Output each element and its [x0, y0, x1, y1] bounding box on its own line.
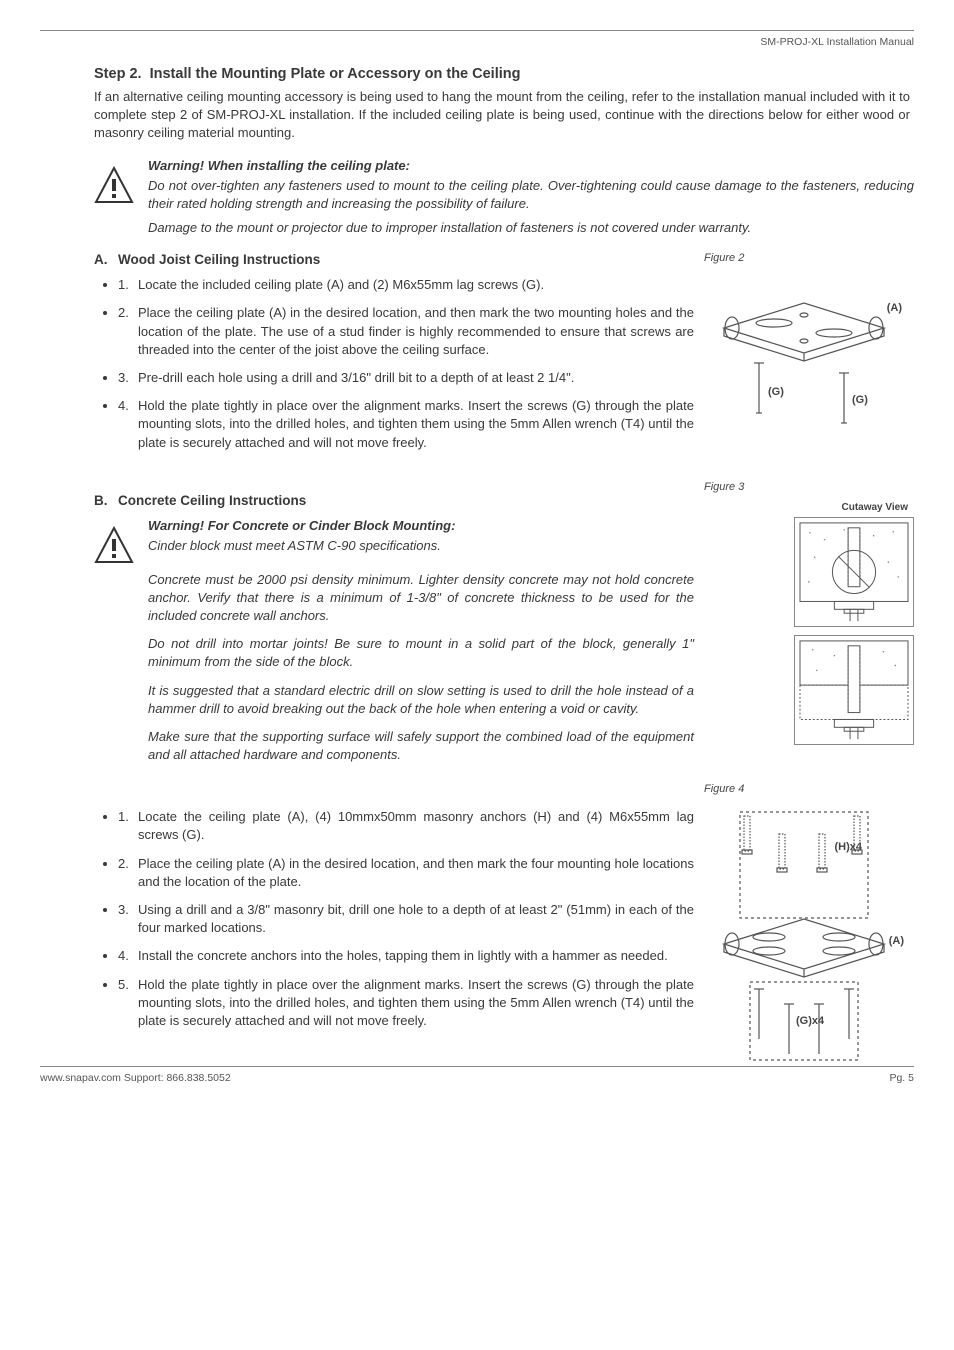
- step-text: Using a drill and a 3/8" masonry bit, dr…: [138, 902, 694, 935]
- figure3-cutaway-bottom: [794, 635, 914, 745]
- warning-title: Warning! When installing the ceiling pla…: [148, 157, 914, 175]
- concrete-warning-line2: Do not drill into mortar joints! Be sure…: [148, 635, 694, 671]
- figure4-label-h: (H)x4: [834, 840, 862, 855]
- warning-concrete: Warning! For Concrete or Cinder Block Mo…: [94, 517, 694, 565]
- step-text: Pre-drill each hole using a drill and 3/…: [138, 370, 574, 385]
- list-item: 3.Pre-drill each hole using a drill and …: [118, 369, 694, 387]
- concrete-warning-title: Warning! For Concrete or Cinder Block Mo…: [148, 517, 694, 535]
- concrete-warning-line4: Make sure that the supporting surface wi…: [148, 728, 694, 764]
- figure2-label-a: (A): [887, 301, 902, 316]
- figure2: (A) (G) (G): [704, 273, 904, 423]
- section-b-title: Concrete Ceiling Instructions: [118, 492, 306, 511]
- section-b-steps: 1.Locate the ceiling plate (A), (4) 10mm…: [118, 808, 694, 1030]
- section-a-label: A.: [94, 251, 118, 270]
- figure2-label-g2: (G): [852, 393, 868, 408]
- footer: www.snapav.com Support: 866.838.5052 Pg.…: [40, 1066, 914, 1086]
- section-a-title: Wood Joist Ceiling Instructions: [118, 251, 320, 270]
- list-item: 4.Install the concrete anchors into the …: [118, 947, 694, 965]
- section-b-header: B. Concrete Ceiling Instructions: [40, 492, 694, 511]
- step2-prefix: Step 2.: [94, 66, 142, 82]
- concrete-warning-line3: It is suggested that a standard electric…: [148, 682, 694, 718]
- concrete-warnings: Concrete must be 2000 psi density minimu…: [148, 571, 694, 765]
- warning-icon: [94, 517, 148, 565]
- figure3-cutaway-top: [794, 517, 914, 627]
- step-text: Place the ceiling plate (A) in the desir…: [138, 856, 694, 889]
- figure2-caption: Figure 2: [704, 251, 914, 266]
- section-a-steps: 1.Locate the included ceiling plate (A) …: [118, 276, 694, 452]
- list-item: 5.Hold the plate tightly in place over t…: [118, 976, 694, 1031]
- warning-line1: Do not over-tighten any fasteners used t…: [148, 178, 914, 211]
- step2-title-text: Install the Mounting Plate or Accessory …: [150, 66, 521, 82]
- concrete-warning-line0: Cinder block must meet ASTM C-90 specifi…: [148, 538, 441, 553]
- doc-header: SM-PROJ-XL Installation Manual: [40, 35, 914, 50]
- concrete-warning-line1: Concrete must be 2000 psi density minimu…: [148, 571, 694, 626]
- figure2-label-g1: (G): [768, 385, 784, 400]
- figure4: (H)x4 (A) (G)x4: [704, 804, 904, 1054]
- section-b-label: B.: [94, 492, 118, 511]
- step-text: Locate the ceiling plate (A), (4) 10mmx5…: [138, 809, 694, 842]
- step-text: Locate the included ceiling plate (A) an…: [138, 277, 544, 292]
- list-item: 2.Place the ceiling plate (A) in the des…: [118, 855, 694, 891]
- figure4-caption: Figure 4: [704, 782, 914, 797]
- top-rule: [40, 30, 914, 31]
- figure3-caption: Figure 3: [704, 480, 914, 495]
- list-item: 1.Locate the included ceiling plate (A) …: [118, 276, 694, 294]
- warning-icon: [94, 157, 148, 205]
- figure4-label-g: (G)x4: [796, 1014, 824, 1029]
- list-item: 1.Locate the ceiling plate (A), (4) 10mm…: [118, 808, 694, 844]
- step2-title: Step 2. Install the Mounting Plate or Ac…: [94, 64, 914, 84]
- footer-right: Pg. 5: [889, 1071, 914, 1086]
- list-item: 2.Place the ceiling plate (A) in the des…: [118, 304, 694, 359]
- section-a-header: A. Wood Joist Ceiling Instructions: [40, 251, 694, 270]
- cutaway-title: Cutaway View: [704, 501, 908, 515]
- list-item: 3.Using a drill and a 3/8" masonry bit, …: [118, 901, 694, 937]
- step-text: Install the concrete anchors into the ho…: [138, 948, 668, 963]
- figure4-label-a: (A): [889, 934, 904, 949]
- list-item: 4.Hold the plate tightly in place over t…: [118, 397, 694, 452]
- step-text: Hold the plate tightly in place over the…: [138, 977, 694, 1028]
- step2-intro: If an alternative ceiling mounting acces…: [94, 88, 910, 143]
- step-text: Place the ceiling plate (A) in the desir…: [138, 305, 694, 356]
- warning-ceiling-plate: Warning! When installing the ceiling pla…: [94, 157, 914, 214]
- step-text: Hold the plate tightly in place over the…: [138, 398, 694, 449]
- warning-line2: Damage to the mount or projector due to …: [148, 219, 914, 237]
- footer-left: www.snapav.com Support: 866.838.5052: [40, 1071, 231, 1086]
